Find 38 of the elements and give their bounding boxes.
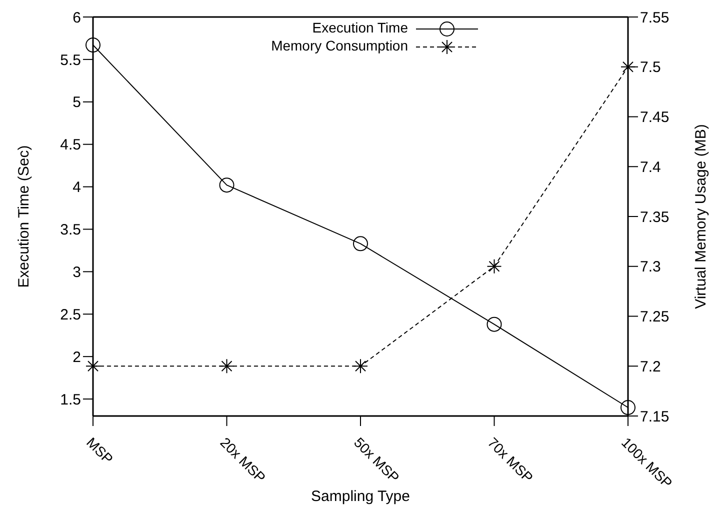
y-tick-label: 5 [72, 94, 81, 112]
y2-tick-label: 7.35 [640, 208, 670, 226]
legend-label: Execution Time [312, 20, 408, 36]
y2-tick-label: 7.2 [640, 358, 661, 376]
x-tick-label: 70x MSP [484, 434, 536, 486]
point [219, 358, 234, 374]
x-tick-label: 20x MSP [217, 434, 269, 486]
x-axis-title: Sampling Type [311, 488, 410, 505]
y-tick-label: 5.5 [60, 52, 81, 69]
y-axis-title: Execution Time (Sec) [15, 145, 32, 288]
y2-tick-label: 7.5 [640, 59, 661, 76]
point [353, 358, 368, 374]
point [353, 236, 368, 252]
y-tick-label: 2.5 [60, 306, 81, 324]
point [486, 316, 502, 332]
y2-tick-label: 7.55 [640, 9, 670, 26]
point [219, 178, 234, 193]
y-tick-label: 4 [72, 179, 81, 196]
y2-tick-label: 7.25 [640, 308, 670, 326]
x-tick-label: 50x MSP [351, 434, 403, 486]
y-tick-label: 1.5 [60, 391, 81, 408]
y-tick-label: 2 [72, 348, 81, 366]
point [86, 38, 100, 53]
y-tick-label: 3.5 [60, 222, 81, 239]
y2-tick-label: 7.45 [640, 109, 670, 126]
x-tick-label: MSP [84, 434, 116, 467]
y2-axis-title: Virtual Memory Usage (MB) [692, 124, 710, 309]
point [486, 258, 502, 274]
point [620, 400, 636, 416]
y-tick-label: 6 [72, 9, 81, 26]
legend-key: Memory Consumption [271, 38, 478, 54]
legend-key: Execution Time [312, 20, 478, 36]
y2-tick-label: 7.4 [640, 158, 661, 176]
y-tick-label: 4.5 [60, 136, 81, 154]
y2-tick-label: 7.3 [640, 258, 661, 276]
legend-label: Memory Consumption [271, 38, 408, 54]
y2-tick-label: 7.15 [640, 408, 670, 426]
y-tick-label: 3 [72, 264, 81, 282]
